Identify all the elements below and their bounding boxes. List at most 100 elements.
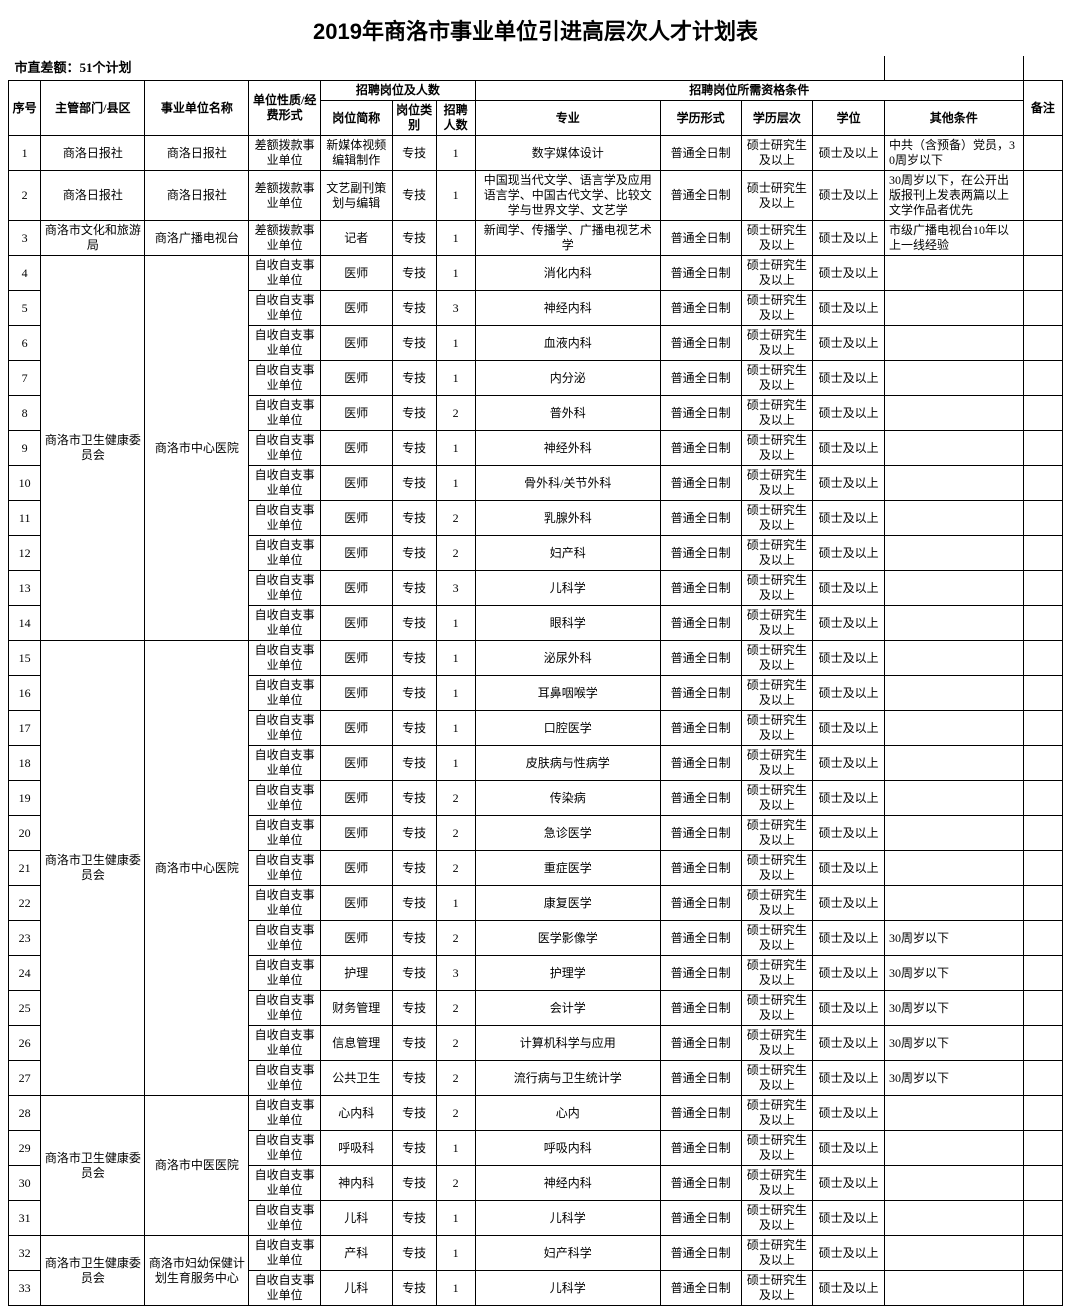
cell-major: 急诊医学 — [475, 816, 660, 851]
page-title: 2019年商洛市事业单位引进高层次人才计划表 — [8, 8, 1063, 56]
cell-other — [884, 571, 1023, 606]
cell-degree: 硕士及以上 — [813, 1061, 885, 1096]
cell-nature: 自收自支事业单位 — [249, 1201, 321, 1236]
col-edu-level: 学历层次 — [741, 101, 813, 136]
col-pos-cat: 岗位类别 — [392, 101, 436, 136]
cell-unit: 商洛日报社 — [145, 171, 249, 221]
cell-edu-level: 硕士研究生及以上 — [741, 571, 813, 606]
subtitle-row: 市直差额：51个计划 — [9, 56, 1063, 81]
cell-edu-form: 普通全日制 — [660, 1026, 741, 1061]
cell-other — [884, 466, 1023, 501]
cell-degree: 硕士及以上 — [813, 851, 885, 886]
cell-cat: 专技 — [392, 781, 436, 816]
cell-nature: 自收自支事业单位 — [249, 431, 321, 466]
cell-other — [884, 676, 1023, 711]
cell-major: 普外科 — [475, 396, 660, 431]
cell-pos: 医师 — [320, 781, 392, 816]
cell-seq: 7 — [9, 361, 41, 396]
cell-degree: 硕士及以上 — [813, 221, 885, 256]
cell-note — [1023, 711, 1062, 746]
cell-cat: 专技 — [392, 991, 436, 1026]
cell-note — [1023, 851, 1062, 886]
cell-unit: 商洛市中医医院 — [145, 1096, 249, 1236]
cell-edu-level: 硕士研究生及以上 — [741, 921, 813, 956]
cell-cat: 专技 — [392, 1026, 436, 1061]
cell-edu-form: 普通全日制 — [660, 641, 741, 676]
cell-degree: 硕士及以上 — [813, 1026, 885, 1061]
cell-degree: 硕士及以上 — [813, 256, 885, 291]
cell-edu-level: 硕士研究生及以上 — [741, 991, 813, 1026]
cell-other: 市级广播电视台10年以上一线经验 — [884, 221, 1023, 256]
cell-pos: 信息管理 — [320, 1026, 392, 1061]
cell-seq: 9 — [9, 431, 41, 466]
cell-nature: 自收自支事业单位 — [249, 641, 321, 676]
cell-other: 30周岁以下 — [884, 1061, 1023, 1096]
cell-cat: 专技 — [392, 1096, 436, 1131]
cell-other — [884, 711, 1023, 746]
cell-pos: 护理 — [320, 956, 392, 991]
cell-major: 口腔医学 — [475, 711, 660, 746]
cell-degree: 硕士及以上 — [813, 1131, 885, 1166]
col-degree: 学位 — [813, 101, 885, 136]
cell-edu-form: 普通全日制 — [660, 326, 741, 361]
cell-num: 3 — [436, 571, 475, 606]
cell-cat: 专技 — [392, 291, 436, 326]
cell-seq: 24 — [9, 956, 41, 991]
cell-edu-level: 硕士研究生及以上 — [741, 326, 813, 361]
cell-unit: 商洛市妇幼保健计划生育服务中心 — [145, 1236, 249, 1306]
cell-note — [1023, 396, 1062, 431]
cell-edu-level: 硕士研究生及以上 — [741, 256, 813, 291]
cell-degree: 硕士及以上 — [813, 746, 885, 781]
cell-pos: 医师 — [320, 746, 392, 781]
cell-cat: 专技 — [392, 1201, 436, 1236]
cell-other: 30周岁以下 — [884, 921, 1023, 956]
cell-edu-level: 硕士研究生及以上 — [741, 956, 813, 991]
cell-edu-level: 硕士研究生及以上 — [741, 431, 813, 466]
cell-edu-level: 硕士研究生及以上 — [741, 361, 813, 396]
cell-pos: 医师 — [320, 711, 392, 746]
cell-dept: 商洛日报社 — [41, 136, 145, 171]
cell-degree: 硕士及以上 — [813, 326, 885, 361]
table-row: 3商洛市文化和旅游局商洛广播电视台差额拨款事业单位记者专技1新闻学、传播学、广播… — [9, 221, 1063, 256]
cell-cat: 专技 — [392, 816, 436, 851]
cell-note — [1023, 431, 1062, 466]
cell-num: 2 — [436, 536, 475, 571]
cell-cat: 专技 — [392, 536, 436, 571]
cell-note — [1023, 1271, 1062, 1306]
cell-num: 1 — [436, 641, 475, 676]
cell-major: 骨外科/关节外科 — [475, 466, 660, 501]
cell-num: 1 — [436, 606, 475, 641]
col-nature: 单位性质/经费形式 — [249, 81, 321, 136]
cell-edu-form: 普通全日制 — [660, 816, 741, 851]
cell-cat: 专技 — [392, 1236, 436, 1271]
cell-degree: 硕士及以上 — [813, 1236, 885, 1271]
cell-other — [884, 361, 1023, 396]
cell-cat: 专技 — [392, 571, 436, 606]
cell-other — [884, 1271, 1023, 1306]
cell-seq: 18 — [9, 746, 41, 781]
cell-note — [1023, 606, 1062, 641]
cell-cat: 专技 — [392, 1061, 436, 1096]
cell-cat: 专技 — [392, 851, 436, 886]
cell-pos: 医师 — [320, 921, 392, 956]
cell-degree: 硕士及以上 — [813, 641, 885, 676]
cell-degree: 硕士及以上 — [813, 781, 885, 816]
cell-major: 耳鼻咽喉学 — [475, 676, 660, 711]
col-unit: 事业单位名称 — [145, 81, 249, 136]
cell-major: 眼科学 — [475, 606, 660, 641]
table-row: 1商洛日报社商洛日报社差额拨款事业单位新媒体视频编辑制作专技1数字媒体设计普通全… — [9, 136, 1063, 171]
cell-edu-form: 普通全日制 — [660, 956, 741, 991]
cell-pos: 记者 — [320, 221, 392, 256]
cell-num: 2 — [436, 396, 475, 431]
cell-other — [884, 781, 1023, 816]
cell-edu-form: 普通全日制 — [660, 431, 741, 466]
cell-note — [1023, 1166, 1062, 1201]
cell-seq: 27 — [9, 1061, 41, 1096]
table-row: 4商洛市卫生健康委员会商洛市中心医院自收自支事业单位医师专技1消化内科普通全日制… — [9, 256, 1063, 291]
cell-note — [1023, 1096, 1062, 1131]
cell-cat: 专技 — [392, 956, 436, 991]
cell-other — [884, 431, 1023, 466]
cell-nature: 自收自支事业单位 — [249, 711, 321, 746]
cell-note — [1023, 536, 1062, 571]
cell-edu-form: 普通全日制 — [660, 136, 741, 171]
